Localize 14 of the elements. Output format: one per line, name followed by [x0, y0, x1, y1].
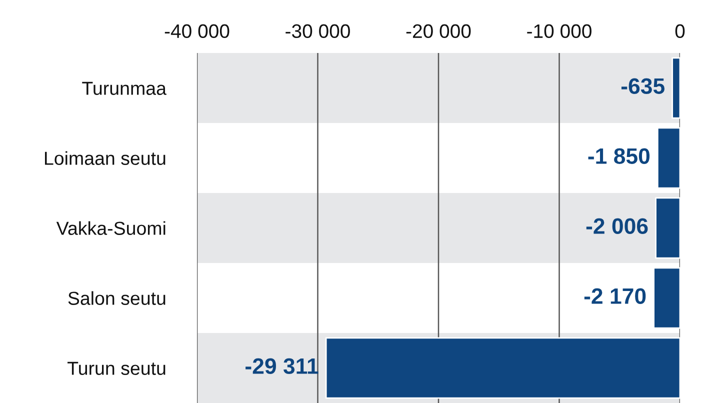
data-label: -2 170 [584, 288, 646, 304]
y-tick-label: Turunmaa [82, 82, 166, 95]
y-tick-label: Vakka-Suomi [56, 221, 166, 235]
data-label: -635 [621, 78, 664, 94]
x-tick-label: 0 [675, 24, 685, 38]
x-tick-label: -30 000 [286, 24, 350, 38]
y-tick-label: Turun seutu [68, 362, 166, 375]
x-tick-label: -20 000 [406, 24, 471, 38]
data-label: -1 850 [588, 148, 650, 164]
x-tick-label: -10 000 [527, 24, 592, 38]
data-label: -2 006 [586, 218, 648, 234]
x-tick-label: -40 000 [164, 24, 230, 38]
y-tick-label: Loimaan seutu [44, 151, 166, 165]
y-tick-label: Salon seutu [68, 291, 166, 305]
